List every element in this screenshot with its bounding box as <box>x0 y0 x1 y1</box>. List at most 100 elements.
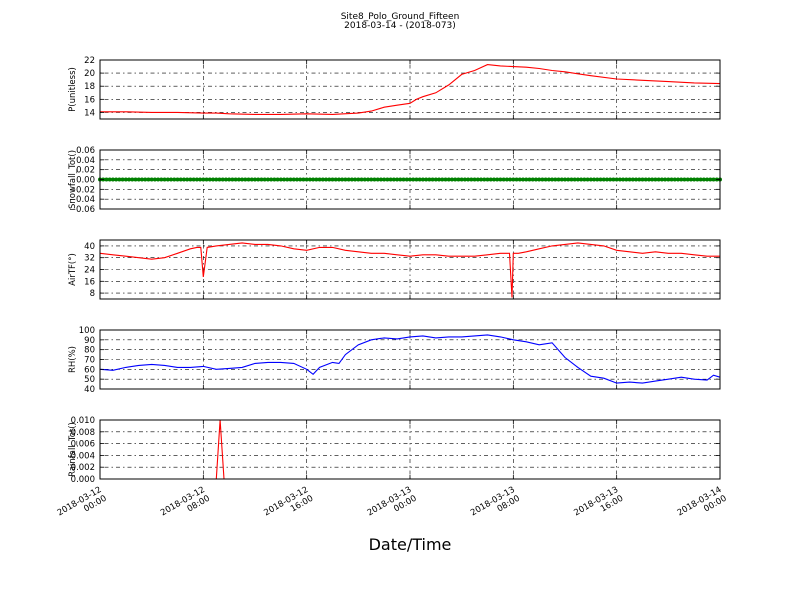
series-point <box>634 177 639 182</box>
series-point <box>149 177 154 182</box>
series-point <box>146 177 151 182</box>
series-point <box>375 177 380 182</box>
series-point <box>385 177 390 182</box>
y-tick-label: 0.006 <box>71 440 95 450</box>
series-point <box>575 177 580 182</box>
series-point <box>427 177 432 182</box>
series-point <box>543 177 548 182</box>
series-point <box>498 177 503 182</box>
series-point <box>127 177 132 182</box>
series-point <box>194 177 199 182</box>
series-point <box>472 177 477 182</box>
series-point <box>643 177 648 182</box>
x-axis-title: Date/Time <box>368 535 452 554</box>
y-tick-label: 0.06 <box>76 146 95 156</box>
series-point <box>556 177 561 182</box>
series-point <box>611 177 616 182</box>
series-point <box>630 177 635 182</box>
series-point <box>553 177 558 182</box>
series-point <box>695 177 700 182</box>
series-point <box>175 177 180 182</box>
series-point <box>291 177 296 182</box>
series-point <box>592 177 597 182</box>
series-point <box>269 177 274 182</box>
series-point <box>120 177 125 182</box>
series-point <box>595 177 600 182</box>
series-point <box>288 177 293 182</box>
series-point <box>569 177 574 182</box>
series-point <box>307 177 312 182</box>
series-point <box>204 177 209 182</box>
series-point <box>469 177 474 182</box>
series-point <box>278 177 283 182</box>
series-point <box>114 177 119 182</box>
series-point <box>530 177 535 182</box>
series-point <box>705 177 710 182</box>
y-axis-label: Rainfall_Tot() <box>68 422 78 477</box>
series-point <box>246 177 251 182</box>
series-point <box>217 177 222 182</box>
series-point <box>659 177 664 182</box>
y-tick-label: −0.02 <box>69 185 95 195</box>
y-tick-label: 60 <box>84 365 95 375</box>
series-point <box>275 177 280 182</box>
series-point <box>243 177 248 182</box>
series-point <box>317 177 322 182</box>
series-point <box>169 177 174 182</box>
series-point <box>294 177 299 182</box>
series-point <box>437 177 442 182</box>
series-point <box>656 177 661 182</box>
series-line <box>99 242 720 298</box>
panel-2: 0.060.040.020.00−0.02−0.04−0.06Snowfall_… <box>68 146 722 215</box>
figure-title: Site8_Polo_Ground_Fifteen <box>340 12 460 22</box>
series-point <box>233 177 238 182</box>
series-point <box>256 177 261 182</box>
series-point <box>485 177 490 182</box>
series-point <box>682 177 687 182</box>
series-point <box>588 177 593 182</box>
series-point <box>353 177 358 182</box>
series-point <box>540 177 545 182</box>
series-point <box>110 177 115 182</box>
series-point <box>708 177 713 182</box>
series-point <box>359 177 364 182</box>
series-point <box>191 177 196 182</box>
y-tick-label: 90 <box>84 336 95 346</box>
y-tick-label: 40 <box>84 242 95 252</box>
series-point <box>107 177 112 182</box>
figure-subtitle: 2018-03-14 - (2018-073) <box>344 21 456 31</box>
series-point <box>366 177 371 182</box>
series-point <box>495 177 500 182</box>
y-tick-label: −0.06 <box>69 205 95 215</box>
series-point <box>572 177 577 182</box>
series-point <box>582 177 587 182</box>
series-point <box>156 177 161 182</box>
series-point <box>614 177 619 182</box>
series-point <box>420 177 425 182</box>
series-point <box>362 177 367 182</box>
y-tick-label: 0.000 <box>71 475 95 485</box>
series-point <box>249 177 254 182</box>
series-point <box>220 177 225 182</box>
series-point <box>527 177 532 182</box>
series-point <box>604 177 609 182</box>
series-point <box>117 177 122 182</box>
y-axis-label: P(unitless) <box>68 67 78 112</box>
series-point <box>449 177 454 182</box>
series-point <box>378 177 383 182</box>
series-point <box>198 177 203 182</box>
series-point <box>666 177 671 182</box>
series-line <box>100 64 721 115</box>
series-point <box>369 177 374 182</box>
series-point <box>424 177 429 182</box>
y-axis-label: RH(%) <box>68 346 78 373</box>
series-point <box>123 177 128 182</box>
y-tick-label: 100 <box>79 326 95 336</box>
series-point <box>265 177 270 182</box>
series-point <box>669 177 674 182</box>
series-point <box>414 177 419 182</box>
